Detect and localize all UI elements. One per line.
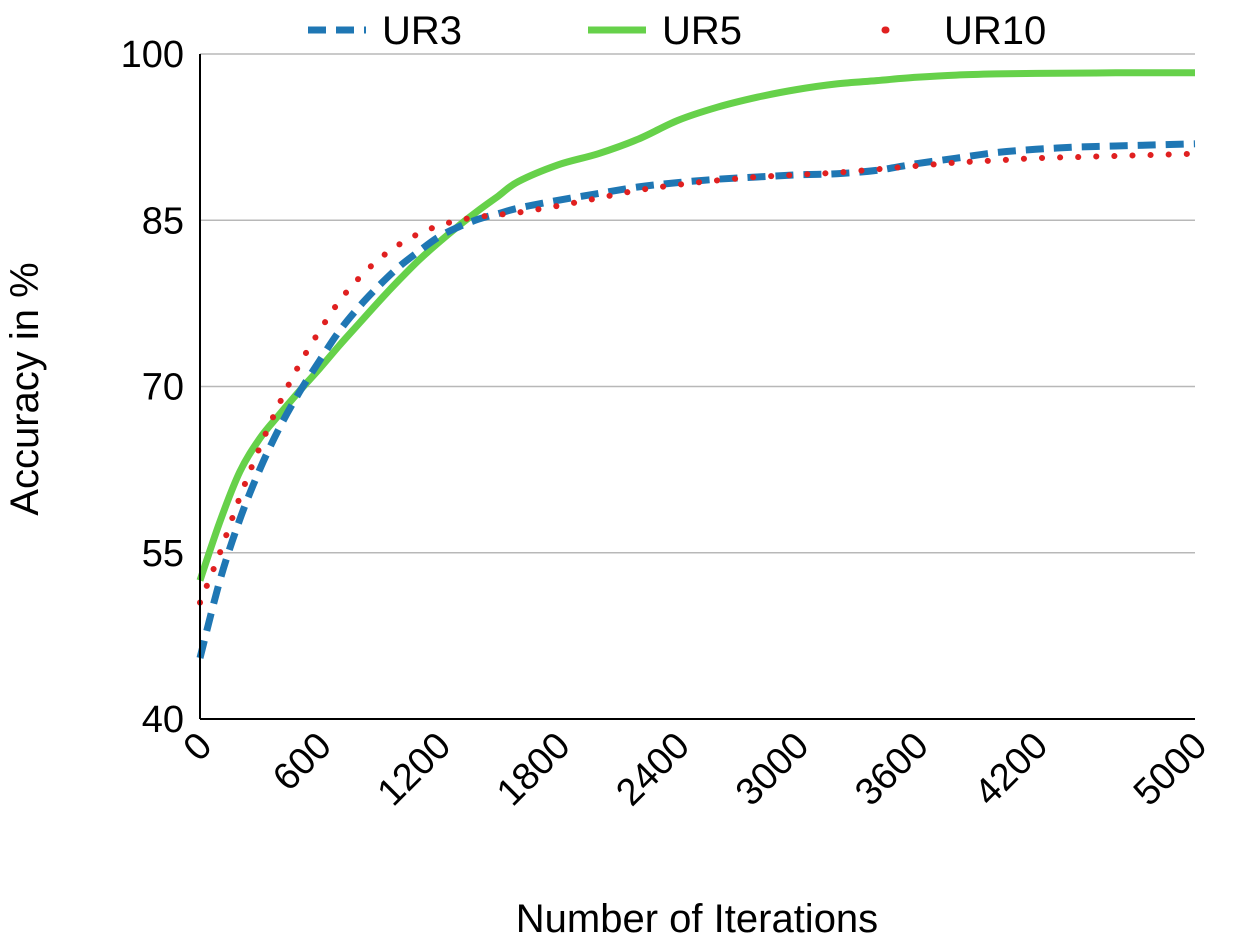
grid-lines bbox=[200, 53, 1195, 554]
x-tick-label: 600 bbox=[265, 725, 340, 800]
series-line-ur10 bbox=[197, 150, 1198, 606]
y-tick-label: 55 bbox=[142, 533, 184, 575]
y-axis-title: Accuracy in % bbox=[3, 262, 47, 515]
series-line-ur3 bbox=[196, 140, 1196, 659]
legend: UR3 UR5 UR10 bbox=[308, 9, 1046, 53]
x-tick-label: 3000 bbox=[728, 725, 817, 814]
series-lines bbox=[196, 69, 1198, 659]
legend-label-ur10: UR10 bbox=[944, 9, 1046, 53]
y-tick-label: 40 bbox=[142, 699, 184, 741]
x-axis-title: Number of Iterations bbox=[516, 897, 878, 941]
x-axis-tick-labels: 0 600 1200 1800 2400 3000 3600 4200 5000 bbox=[176, 725, 1216, 814]
x-tick-label: 3600 bbox=[847, 725, 936, 814]
legend-label-ur5: UR5 bbox=[662, 9, 742, 53]
x-tick-label: 4200 bbox=[967, 725, 1056, 814]
legend-label-ur3: UR3 bbox=[382, 9, 462, 53]
y-axis-tick-labels: 40 55 70 85 100 bbox=[121, 34, 184, 741]
x-tick-label: 2400 bbox=[608, 725, 697, 814]
x-tick-label: 5000 bbox=[1126, 725, 1215, 814]
y-tick-label: 100 bbox=[121, 34, 184, 76]
x-tick-label: 1800 bbox=[489, 725, 578, 814]
axes bbox=[199, 54, 1195, 720]
y-tick-label: 85 bbox=[142, 200, 184, 242]
x-tick-label: 1200 bbox=[370, 725, 459, 814]
series-line-ur5 bbox=[196, 69, 1195, 582]
y-tick-label: 70 bbox=[142, 367, 184, 409]
